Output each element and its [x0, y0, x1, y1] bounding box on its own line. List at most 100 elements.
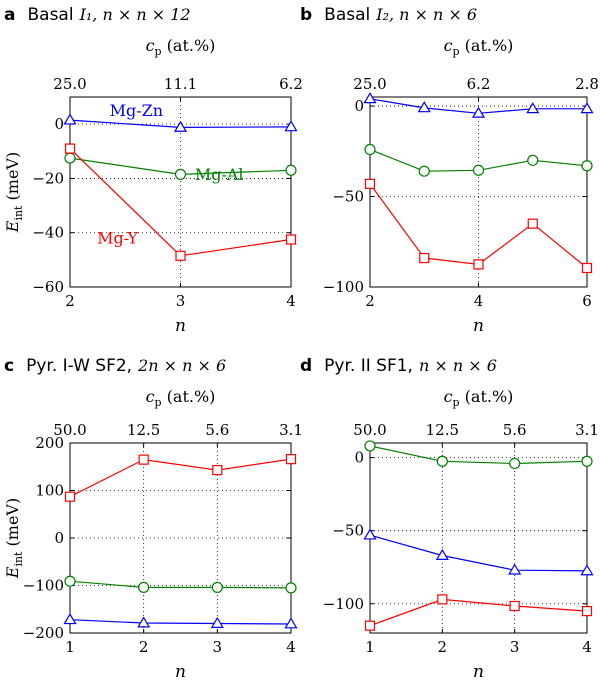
- data-point: [417, 101, 431, 113]
- y-tick-label: 0: [354, 97, 364, 115]
- data-point: [581, 455, 593, 467]
- data-point: [419, 252, 430, 264]
- series-mg-zn: [63, 613, 298, 629]
- data-point: [284, 617, 298, 629]
- data-point: [137, 616, 151, 628]
- panel-letter: a: [4, 5, 15, 25]
- data-point: [527, 154, 539, 166]
- data-point: [64, 575, 76, 587]
- y-tick-label: −60: [32, 278, 64, 296]
- top-axis-label: cp (at.%): [444, 387, 514, 409]
- series-label: Mg-Y: [97, 229, 138, 248]
- top-axis-label: cp (at.%): [146, 36, 216, 58]
- x-tick-label: 2: [65, 292, 75, 310]
- data-point: [63, 613, 77, 625]
- y-tick-label: 0: [54, 115, 64, 133]
- panel-title-math: n × n × 6: [419, 356, 497, 375]
- top-tick-label: 11.1: [164, 75, 197, 93]
- data-point: [580, 102, 594, 114]
- top-tick-label: 5.6: [205, 421, 229, 439]
- data-point: [509, 600, 520, 612]
- series-mg-y: Mg-Y: [64, 143, 297, 261]
- data-point: [285, 164, 297, 176]
- data-point: [527, 218, 538, 229]
- top-tick-label: 25.0: [53, 75, 86, 93]
- x-tick-label: 1: [65, 638, 75, 656]
- data-point: [508, 563, 522, 575]
- y-tick-label: −100: [323, 595, 364, 613]
- data-point: [581, 605, 593, 617]
- top-tick-label: 12.5: [426, 421, 459, 439]
- x-tick-label: 3: [510, 638, 520, 656]
- data-point: [473, 259, 484, 270]
- data-point: [138, 454, 149, 465]
- data-point: [64, 143, 76, 154]
- panel-title: a Basal I₁, n × n × 12: [4, 5, 191, 25]
- x-axis-label: n: [175, 662, 186, 682]
- y-tick-label: 0: [54, 529, 64, 547]
- top-tick-label: 6.2: [467, 75, 491, 93]
- data-point: [211, 581, 223, 594]
- x-tick-label: 1: [365, 638, 375, 656]
- y-tick-label: −50: [332, 522, 364, 540]
- series-label: Mg-Zn: [110, 101, 163, 120]
- data-point: [174, 168, 187, 180]
- panel-letter: d: [300, 356, 312, 376]
- series-line: [69, 580, 292, 589]
- data-point: [435, 548, 449, 560]
- data-point: [363, 528, 377, 540]
- panel-title: c Pyr. I-W SF2, 2n × n × 6: [4, 356, 226, 376]
- top-tick-label: 25.0: [353, 75, 386, 93]
- panel-title-text: Pyr. II SF1,: [324, 356, 413, 376]
- y-axis-label: Eint (meV): [3, 152, 25, 233]
- panel-letter: c: [4, 356, 14, 376]
- series-mg-zn: [363, 92, 594, 118]
- data-point: [210, 616, 224, 628]
- series-mg-zn: Mg-Zn: [63, 101, 298, 132]
- data-point: [64, 152, 76, 164]
- plot-frame: [369, 442, 588, 634]
- top-tick-label: 3.1: [279, 421, 303, 439]
- panel-c: c Pyr. I-W SF2, 2n × n × 6 cp (at.%) 1 2 3 4 50.…: [3, 356, 303, 682]
- series-line: [369, 598, 588, 627]
- data-point: [526, 102, 540, 114]
- top-tick-label: 2.8: [575, 75, 599, 93]
- x-tick-label: 4: [582, 638, 592, 656]
- y-tick-label: −20: [32, 169, 64, 187]
- series-line: [369, 534, 588, 572]
- data-point: [64, 491, 76, 502]
- series-line: [369, 445, 588, 465]
- data-point: [284, 120, 298, 132]
- top-tick-label: 50.0: [53, 421, 86, 439]
- y-tick-label: −40: [32, 224, 64, 242]
- data-point: [436, 455, 448, 467]
- x-tick-label: 4: [286, 638, 296, 656]
- plot-frame: [69, 442, 292, 634]
- series-mg-zn: [363, 528, 594, 576]
- data-point: [175, 250, 186, 261]
- x-axis-label: n: [473, 662, 484, 682]
- panel-letter: b: [300, 5, 312, 25]
- data-point: [63, 113, 77, 125]
- data-point: [581, 262, 593, 274]
- x-tick-label: 2: [438, 638, 448, 656]
- series-mg-al: [364, 440, 593, 470]
- data-point: [472, 164, 485, 176]
- x-tick-label: 6: [582, 292, 592, 310]
- top-tick-label: 5.6: [503, 421, 527, 439]
- panel-d: d Pyr. II SF1, n × n × 6 cp (at.%) 1 2 3 4 50.0 1…: [300, 356, 599, 682]
- data-point: [418, 165, 430, 177]
- series-mg-al: [64, 575, 297, 594]
- series-label: Mg-Al: [195, 165, 244, 184]
- data-point: [173, 120, 188, 132]
- top-tick-label: 3.1: [575, 421, 599, 439]
- data-point: [285, 582, 297, 594]
- series-mg-al: [364, 143, 593, 177]
- data-point: [285, 454, 297, 465]
- top-tick-label: 50.0: [353, 421, 386, 439]
- x-tick-label: 2: [365, 292, 375, 310]
- data-point: [138, 581, 150, 594]
- top-axis-label: cp (at.%): [146, 387, 216, 409]
- y-tick-label: 200: [35, 434, 64, 452]
